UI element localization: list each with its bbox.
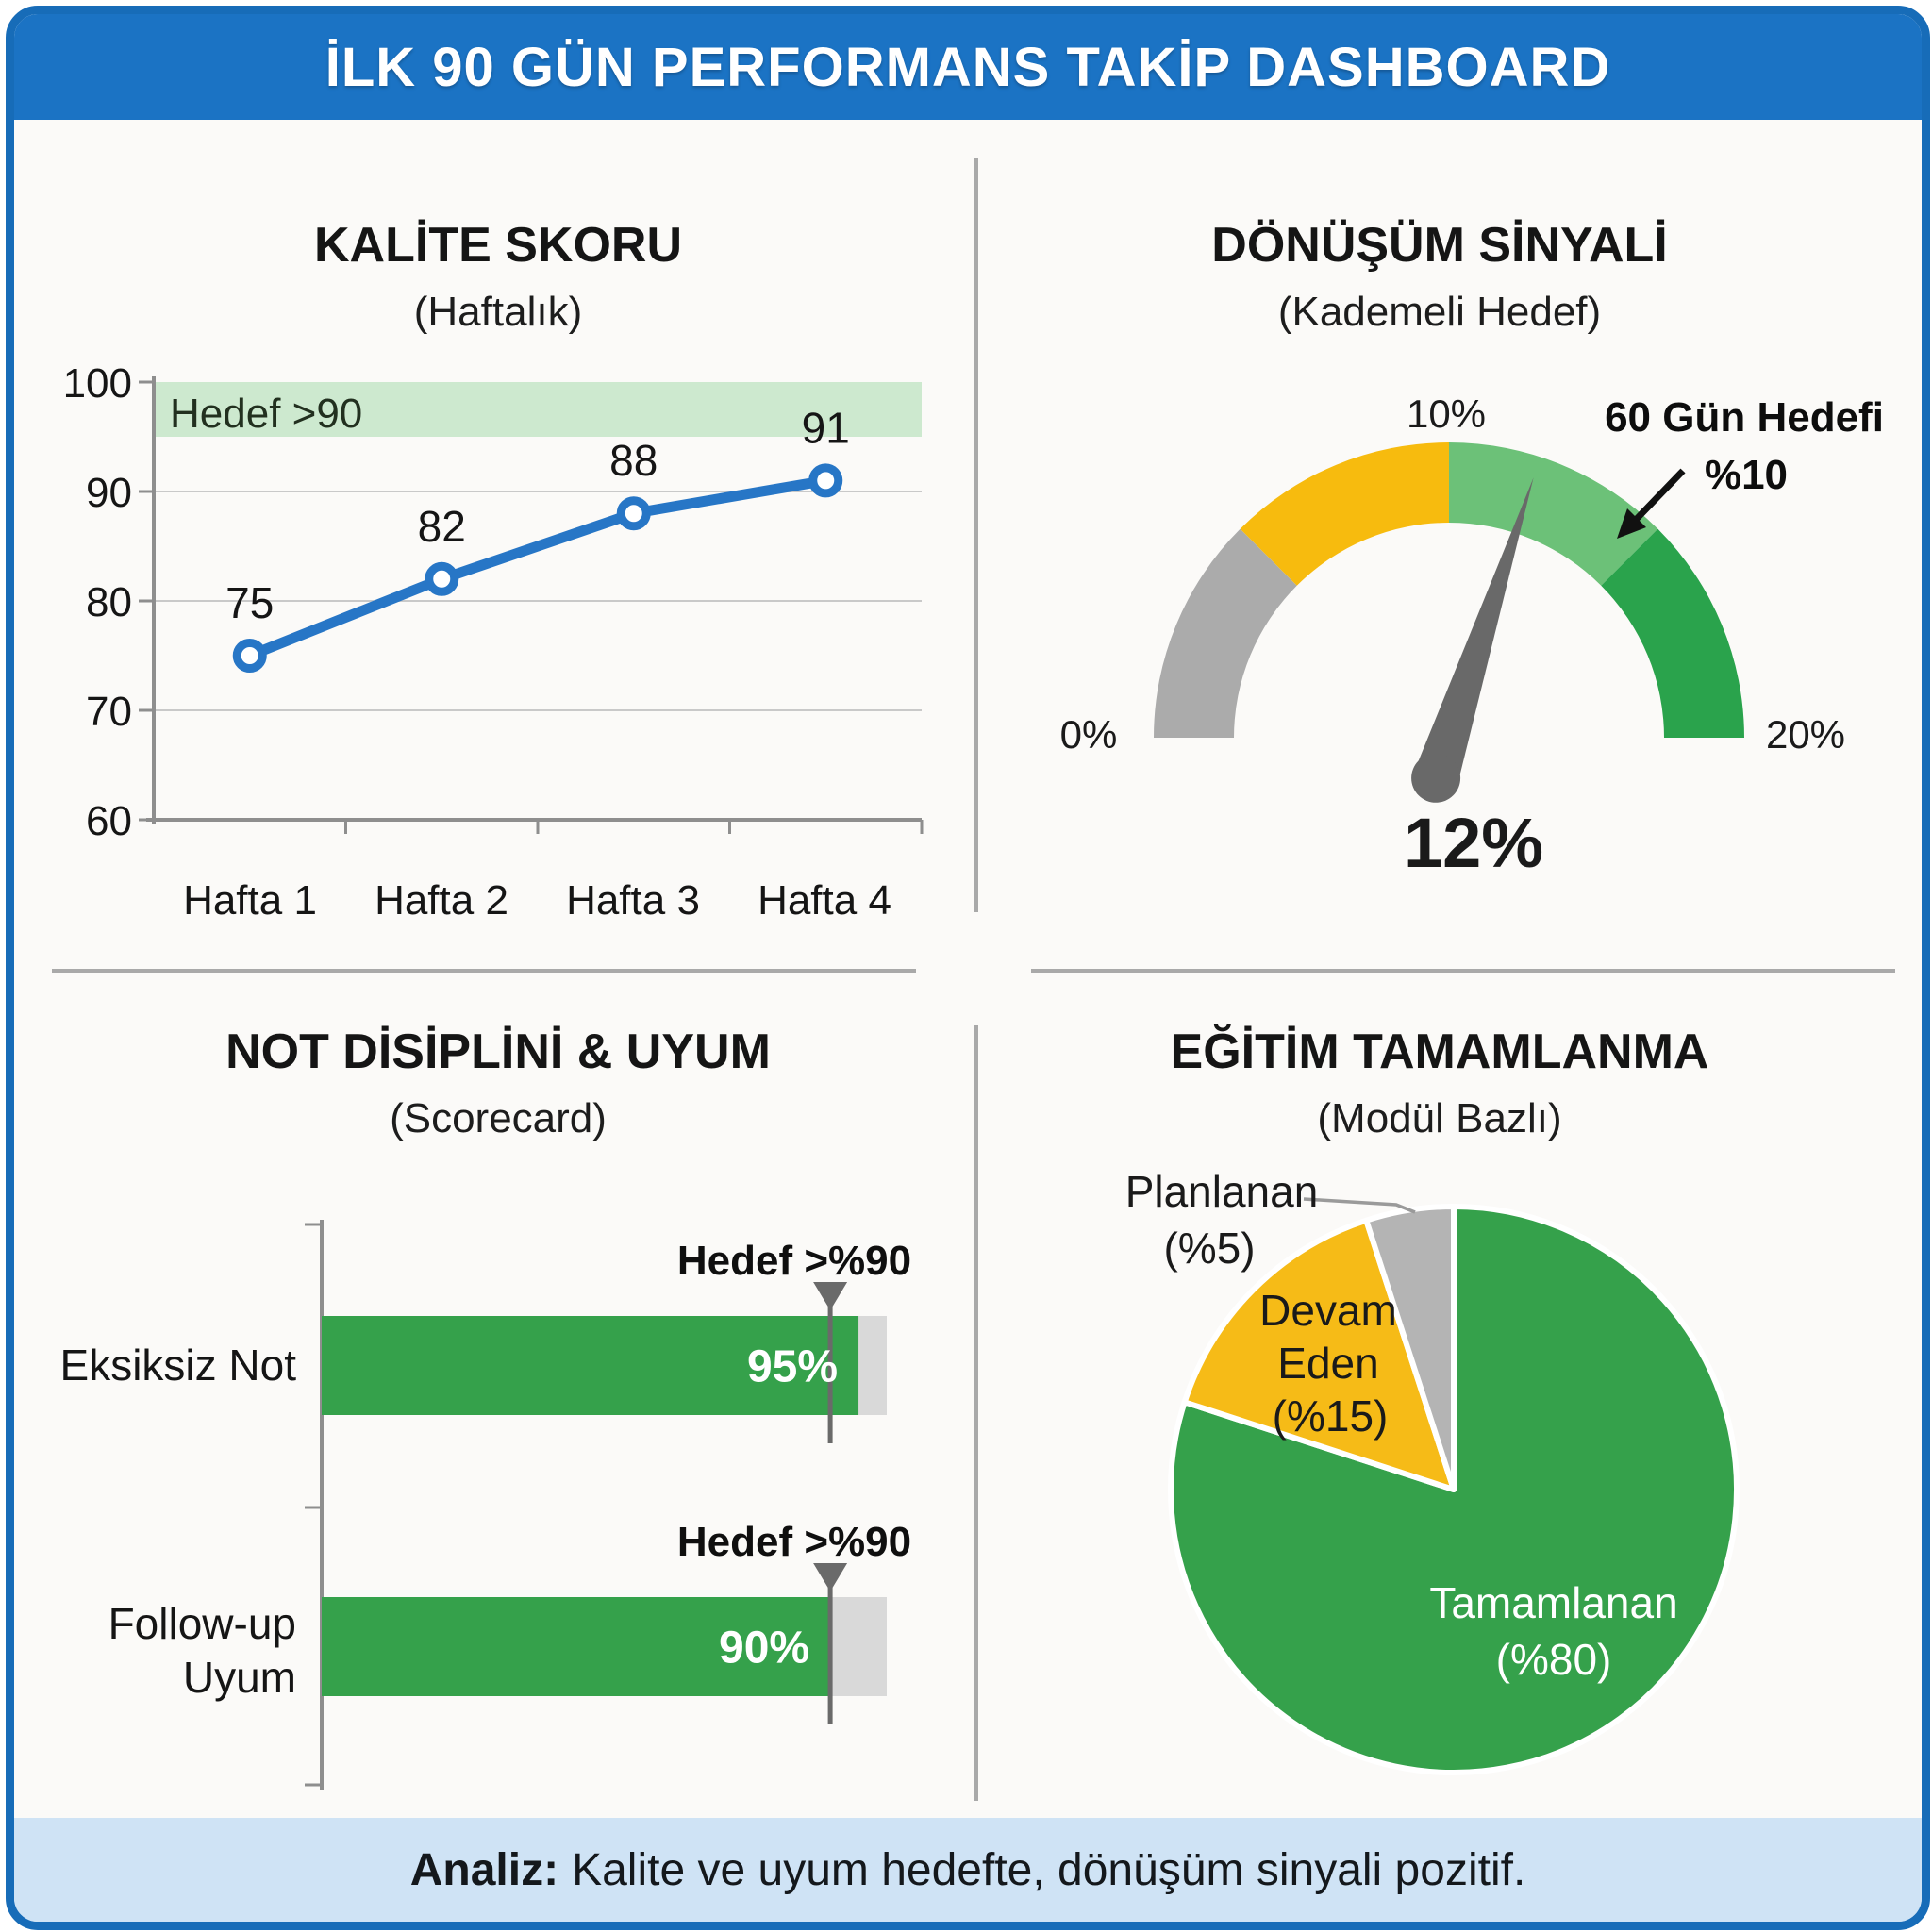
gauge-needle-base: [1411, 753, 1461, 803]
gauge-max-label: 20%: [1766, 712, 1845, 757]
gauge-title: DÖNÜŞÜM SİNYALİ: [1211, 218, 1667, 273]
pie-chart-subtitle: (Modül Bazlı): [1317, 1095, 1561, 1141]
footer-bar: Analiz: Kalite ve uyum hedefte, dönüşüm …: [14, 1818, 1922, 1922]
pie-label-tamamlanan-line1: Tamamlanan: [1429, 1578, 1677, 1627]
y-tick-90: 90: [86, 470, 132, 516]
line-point-label-3: 91: [802, 403, 850, 452]
quality-line: [244, 475, 831, 661]
header-bar: İLK 90 GÜN PERFORMANS TAKİP DASHBOARD: [14, 14, 1922, 120]
data-point-marker: [616, 496, 651, 531]
dashboard-card: İLK 90 GÜN PERFORMANS TAKİP DASHBOARD KA…: [6, 6, 1930, 1930]
gauge-subtitle: (Kademeli Hedef): [1278, 289, 1601, 335]
footer-analysis-text: Kalite ve uyum hedefte, dönüşüm sinyali …: [572, 1844, 1526, 1895]
data-point-marker: [232, 639, 267, 673]
bar-chart-subtitle: (Scorecard): [390, 1095, 607, 1141]
gauge-segment-5-10: [1240, 442, 1449, 586]
bar1-value-label: 95%: [747, 1342, 838, 1392]
line-chart-subtitle: (Haftalık): [414, 289, 582, 335]
pie-label-devameden-line2: Eden: [1277, 1339, 1378, 1388]
gauge-value: 12%: [1404, 804, 1543, 882]
line-point-label-2: 88: [609, 436, 658, 485]
gauge-segment-0-5: [1154, 528, 1297, 738]
line-point-label-1: 82: [418, 502, 466, 551]
bar-fill: [322, 1316, 859, 1415]
line-chart-title: KALİTE SKORU: [314, 218, 682, 273]
gauge-segment-15-20: [1601, 528, 1744, 738]
bar1-target-label: Hedef >%90: [677, 1238, 911, 1284]
line-chart-shapes: [139, 376, 924, 834]
annotation-arrow-shaft: [1631, 468, 1686, 525]
x-label-hafta2: Hafta 2: [375, 877, 508, 924]
target-marker-triangle-icon: [813, 1282, 848, 1310]
gauge-mid-label: 10%: [1407, 391, 1486, 436]
x-label-hafta1: Hafta 1: [183, 877, 317, 924]
dashboard-title: İLK 90 GÜN PERFORMANS TAKİP DASHBOARD: [325, 36, 1611, 98]
annotation-arrow-icon: [1617, 508, 1646, 539]
gauge-shapes: [1154, 442, 1744, 803]
gauge-min-label: 0%: [1060, 712, 1118, 757]
footer-analysis-label: Analiz:: [409, 1844, 559, 1895]
pie-chart-title: EĞİTİM TAMAMLANMA: [1171, 1024, 1709, 1079]
gauge-segment-10-15: [1449, 442, 1658, 586]
bar1-category-label: Eksiksiz Not: [60, 1341, 297, 1390]
pie-label-devameden-line1: Devam: [1259, 1286, 1397, 1335]
quality-line-chart: KALİTE SKORU (Haftalık) Hedef >90 100 90…: [63, 218, 924, 924]
divider-vertical-top: [974, 158, 978, 912]
y-tick-80: 80: [86, 579, 132, 625]
divider-vertical-bottom: [974, 1025, 978, 1801]
y-tick-100: 100: [63, 360, 132, 407]
conversion-gauge-chart: DÖNÜŞÜM SİNYALİ (Kademeli Hedef) 10% 60 …: [1060, 218, 1884, 882]
bar-chart-title: NOT DİSİPLİNİ & UYUM: [225, 1024, 771, 1079]
gauge-annotation-line1: 60 Gün Hedefi: [1605, 394, 1884, 441]
bar-fill: [322, 1597, 831, 1696]
target-band: [154, 382, 922, 437]
data-point-marker: [808, 463, 843, 498]
y-tick-60: 60: [86, 798, 132, 844]
data-point-marker: [425, 561, 459, 596]
line-point-label-0: 75: [225, 578, 274, 627]
bar2-category-label-line1: Follow-up: [108, 1599, 296, 1648]
scorecard-bar-chart: NOT DİSİPLİNİ & UYUM (Scorecard) Hedef >…: [60, 1024, 911, 1790]
y-tick-70: 70: [86, 689, 132, 735]
x-label-hafta4: Hafta 4: [758, 877, 891, 924]
pie-label-planlanan-line2: (%5): [1163, 1224, 1255, 1273]
training-pie-chart: EĞİTİM TAMAMLANMA (Modül Bazlı) Planlana…: [1125, 1024, 1740, 1775]
pie-leader-line: [1303, 1197, 1416, 1214]
bar-chart-shapes: [305, 1220, 887, 1790]
target-marker-triangle-icon: [813, 1563, 848, 1591]
pie-chart-shapes: [1168, 1197, 1740, 1775]
gauge-needle: [1414, 477, 1534, 786]
divider-horizontal-left: [52, 969, 916, 973]
bar2-value-label: 90%: [719, 1624, 809, 1674]
pie-label-tamamlanan-line2: (%80): [1496, 1635, 1612, 1684]
target-band-label: Hedef >90: [170, 391, 362, 437]
bar2-target-label: Hedef >%90: [677, 1519, 911, 1565]
pie-label-planlanan-line1: Planlanan: [1125, 1167, 1319, 1216]
gauge-annotation-line2: %10: [1705, 452, 1788, 498]
x-label-hafta3: Hafta 3: [566, 877, 700, 924]
divider-horizontal-right: [1031, 969, 1895, 973]
bar2-category-label-line2: Uyum: [183, 1653, 296, 1702]
pie-label-devameden-line3: (%15): [1273, 1391, 1389, 1441]
